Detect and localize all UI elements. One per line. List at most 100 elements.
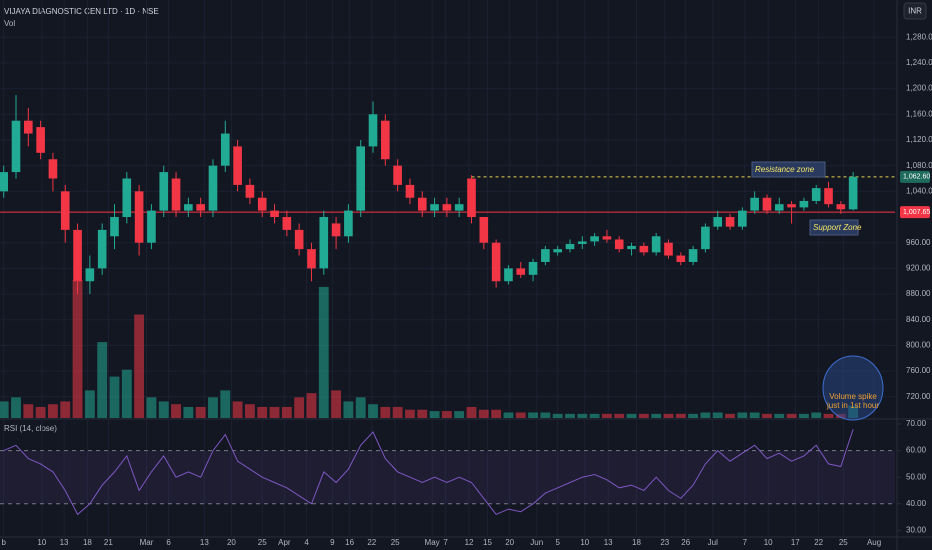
- x-tick-label: 23: [660, 538, 669, 547]
- y-tick-label: 1,080.00: [906, 161, 932, 170]
- candle-body: [245, 184, 255, 198]
- volume-bar: [491, 409, 502, 418]
- volume-bar: [195, 406, 206, 418]
- x-tick-label: 13: [60, 538, 69, 547]
- x-tick-label: 6: [166, 538, 171, 547]
- candle-body: [651, 236, 661, 253]
- volume-bar: [712, 412, 723, 418]
- x-tick-label: 20: [227, 538, 236, 547]
- volume-bar: [552, 413, 563, 418]
- x-tick-label: May: [425, 538, 440, 547]
- volume-bar: [355, 397, 366, 418]
- candle-body: [553, 249, 562, 253]
- candle-body: [270, 210, 279, 218]
- x-tick-label: 10: [37, 538, 46, 547]
- x-tick-label: 25: [839, 538, 848, 547]
- candle-body: [430, 204, 439, 211]
- candle-body: [356, 146, 366, 211]
- candle-body: [319, 217, 329, 269]
- annotation-circle: [822, 355, 884, 421]
- x-tick-label: 5: [555, 538, 560, 547]
- candle-body: [122, 178, 132, 218]
- x-tick-label: b: [1, 538, 6, 547]
- volume-bar: [774, 413, 785, 418]
- volume-bar: [331, 390, 342, 418]
- volume-bar: [602, 413, 612, 418]
- candle-body: [405, 184, 415, 198]
- rsi-title: RSI (14, close): [4, 424, 57, 433]
- rsi-tick-label: 70.00: [906, 419, 927, 428]
- y-tick-label: 1,200.00: [906, 84, 932, 93]
- candle-body: [208, 165, 218, 211]
- volume-bar: [441, 411, 452, 418]
- candle-body: [516, 268, 526, 275]
- volume-bar: [257, 406, 268, 418]
- chart-title: VIJAYA DIAGNOSTIC CEN LTD · 1D · NSE: [4, 7, 159, 16]
- volume-bar: [589, 413, 600, 418]
- candle-body: [467, 178, 476, 218]
- volume-bar: [60, 401, 71, 418]
- rsi-tick-label: 50.00: [906, 472, 927, 481]
- candle-body: [627, 245, 636, 250]
- candle-body: [602, 236, 612, 240]
- candle-body: [159, 172, 169, 211]
- volume-bar: [281, 406, 292, 418]
- candle-body: [454, 204, 464, 211]
- volume-bar: [318, 286, 329, 418]
- candle-body: [836, 204, 846, 210]
- x-tick-label: 7: [743, 538, 748, 547]
- y-tick-label: 960.00: [906, 238, 931, 247]
- x-tick-label: 18: [83, 538, 92, 547]
- volume-bar: [429, 411, 440, 418]
- volume-bar: [811, 412, 822, 418]
- volume-bar: [540, 412, 551, 418]
- x-tick-label: 16: [345, 538, 354, 547]
- candle-body: [368, 114, 378, 147]
- volume-bar: [614, 413, 625, 418]
- volume-bar: [749, 412, 760, 418]
- volume-bar: [380, 406, 391, 418]
- volume-bar: [688, 413, 699, 418]
- y-tick-label: 1,160.00: [906, 109, 932, 118]
- volume-bar: [23, 404, 34, 418]
- candle-body: [787, 204, 796, 208]
- volume-bar: [232, 401, 243, 418]
- volume-bar: [528, 412, 538, 418]
- candle-body: [577, 241, 587, 244]
- x-tick-label: 22: [367, 538, 376, 547]
- currency[interactable]: INR: [908, 7, 922, 16]
- candle-body: [11, 120, 21, 173]
- volume-bar: [762, 413, 772, 418]
- price-tag-label: 1,007.65: [903, 209, 930, 216]
- x-tick-label: 22: [814, 538, 823, 547]
- y-tick-label: 1,040.00: [906, 186, 932, 195]
- annotation: Support Zone: [813, 223, 862, 232]
- price-tag-label: 1,062.60: [903, 174, 930, 181]
- currency-box[interactable]: [903, 2, 927, 20]
- volume-bar: [725, 413, 735, 418]
- x-tick-label: 4: [304, 538, 309, 547]
- candle-body: [504, 268, 513, 282]
- volume-bar: [737, 412, 748, 418]
- rsi-band: [0, 450, 895, 504]
- candle-body: [24, 120, 33, 134]
- candle-body: [528, 261, 538, 275]
- x-tick-label: 17: [791, 538, 800, 547]
- volume-bar: [306, 393, 317, 418]
- x-tick-label: 18: [632, 538, 641, 547]
- volume-bar: [294, 397, 305, 418]
- annotation: just in 1st hour: [826, 401, 879, 410]
- rsi-line: [3, 429, 854, 516]
- volume-bar: [244, 404, 255, 418]
- rsi-tick-label: 60.00: [906, 446, 927, 455]
- candle-body: [233, 146, 242, 185]
- candle-body: [848, 176, 858, 210]
- candle-body: [725, 217, 735, 227]
- x-tick-label: 25: [391, 538, 400, 547]
- x-tick-label: 12: [465, 538, 474, 547]
- rsi-tick-label: 30.00: [906, 525, 927, 534]
- x-tick-label: 13: [604, 538, 613, 547]
- annotation: Resistance zone: [755, 165, 815, 174]
- candle-body: [344, 210, 353, 237]
